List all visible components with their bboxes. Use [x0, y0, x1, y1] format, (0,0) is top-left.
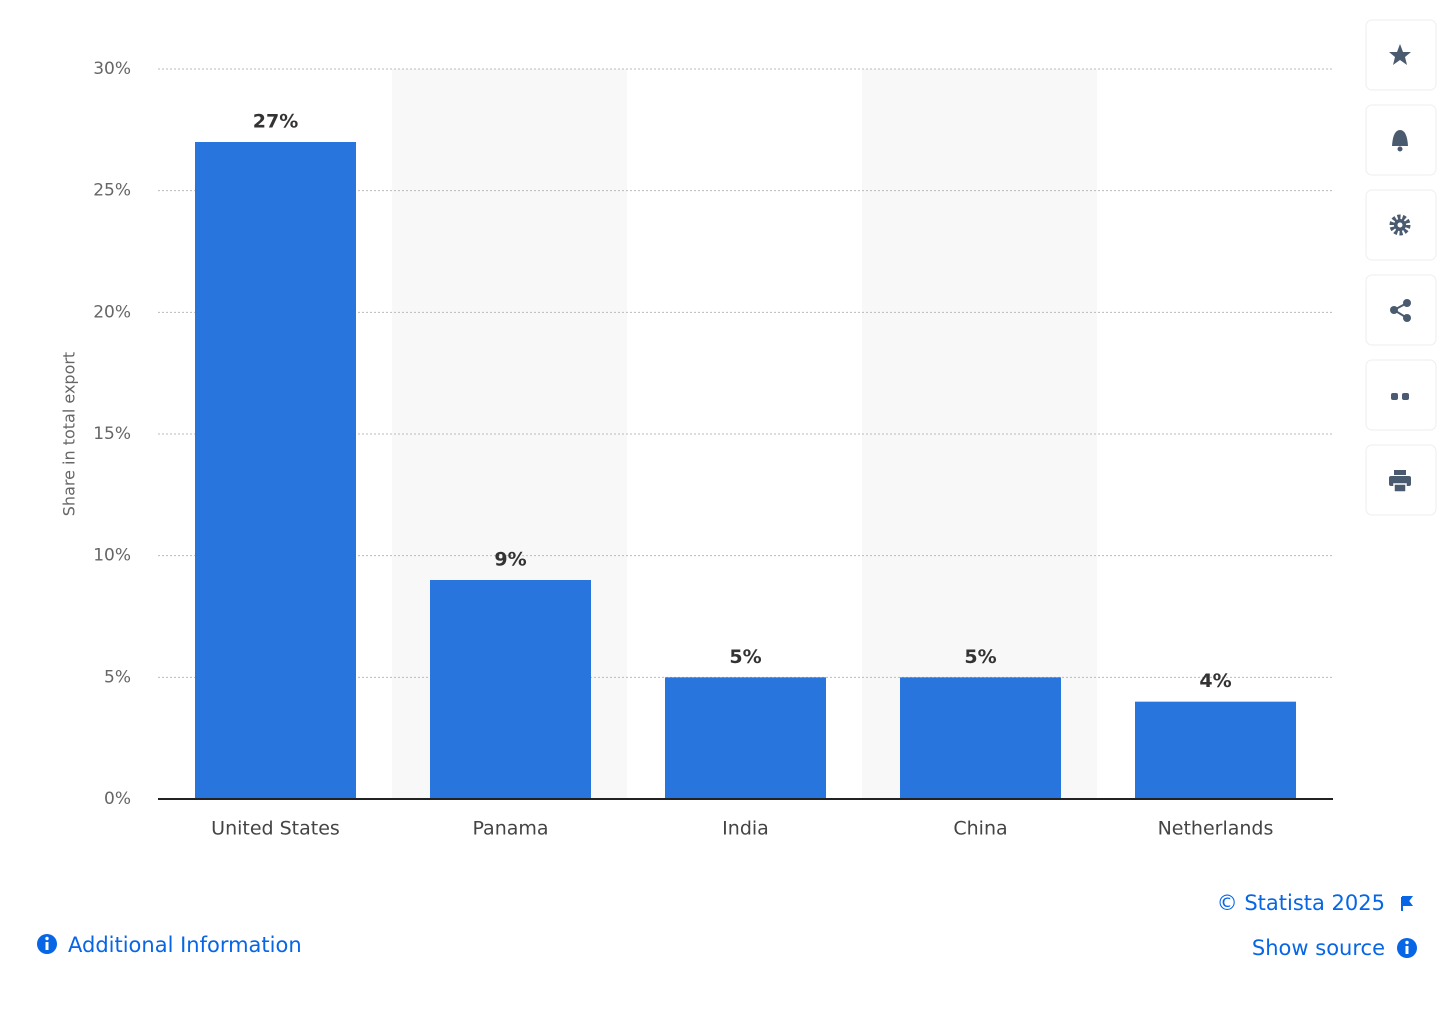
toolbar — [1365, 19, 1437, 516]
x-tick-label: Panama — [472, 818, 548, 840]
additional-information[interactable]: Additional Information — [68, 933, 302, 957]
y-tick-label: 0% — [104, 789, 131, 809]
y-tick-label: 5% — [104, 667, 131, 687]
x-tick-label: China — [953, 818, 1007, 840]
source-link[interactable]: Show source — [1252, 936, 1417, 960]
x-tick-label: Netherlands — [1158, 818, 1274, 840]
value-label: 9% — [494, 549, 526, 571]
value-label: 27% — [253, 111, 298, 133]
x-tick-label: India — [722, 818, 769, 840]
notify-button[interactable] — [1365, 104, 1437, 176]
settings-button[interactable] — [1365, 189, 1437, 261]
bar — [195, 142, 356, 799]
info-link[interactable]: Additional Information — [37, 933, 302, 957]
y-tick-label: 15% — [93, 424, 131, 444]
copyright-link[interactable]: © Statista 2025 — [1217, 891, 1413, 915]
y-axis-label: Share in total export — [60, 352, 79, 516]
bar — [1135, 701, 1296, 799]
y-tick-label: 25% — [93, 181, 131, 201]
copyright[interactable]: © Statista 2025 — [1217, 891, 1385, 915]
x-tick-label: United States — [211, 818, 340, 840]
favorite-button[interactable] — [1365, 19, 1437, 91]
print-button[interactable] — [1365, 444, 1437, 516]
cite-button[interactable] — [1365, 359, 1437, 431]
value-label: 4% — [1199, 670, 1231, 692]
share-button[interactable] — [1365, 274, 1437, 346]
value-label: 5% — [964, 646, 996, 668]
y-tick-label: 20% — [93, 302, 131, 322]
bar — [665, 677, 826, 799]
value-label: 5% — [729, 646, 761, 668]
y-tick-label: 10% — [93, 546, 131, 566]
bar — [900, 677, 1061, 799]
y-tick-label: 30% — [93, 59, 131, 79]
bar — [430, 580, 591, 799]
show-source[interactable]: Show source — [1252, 936, 1385, 960]
